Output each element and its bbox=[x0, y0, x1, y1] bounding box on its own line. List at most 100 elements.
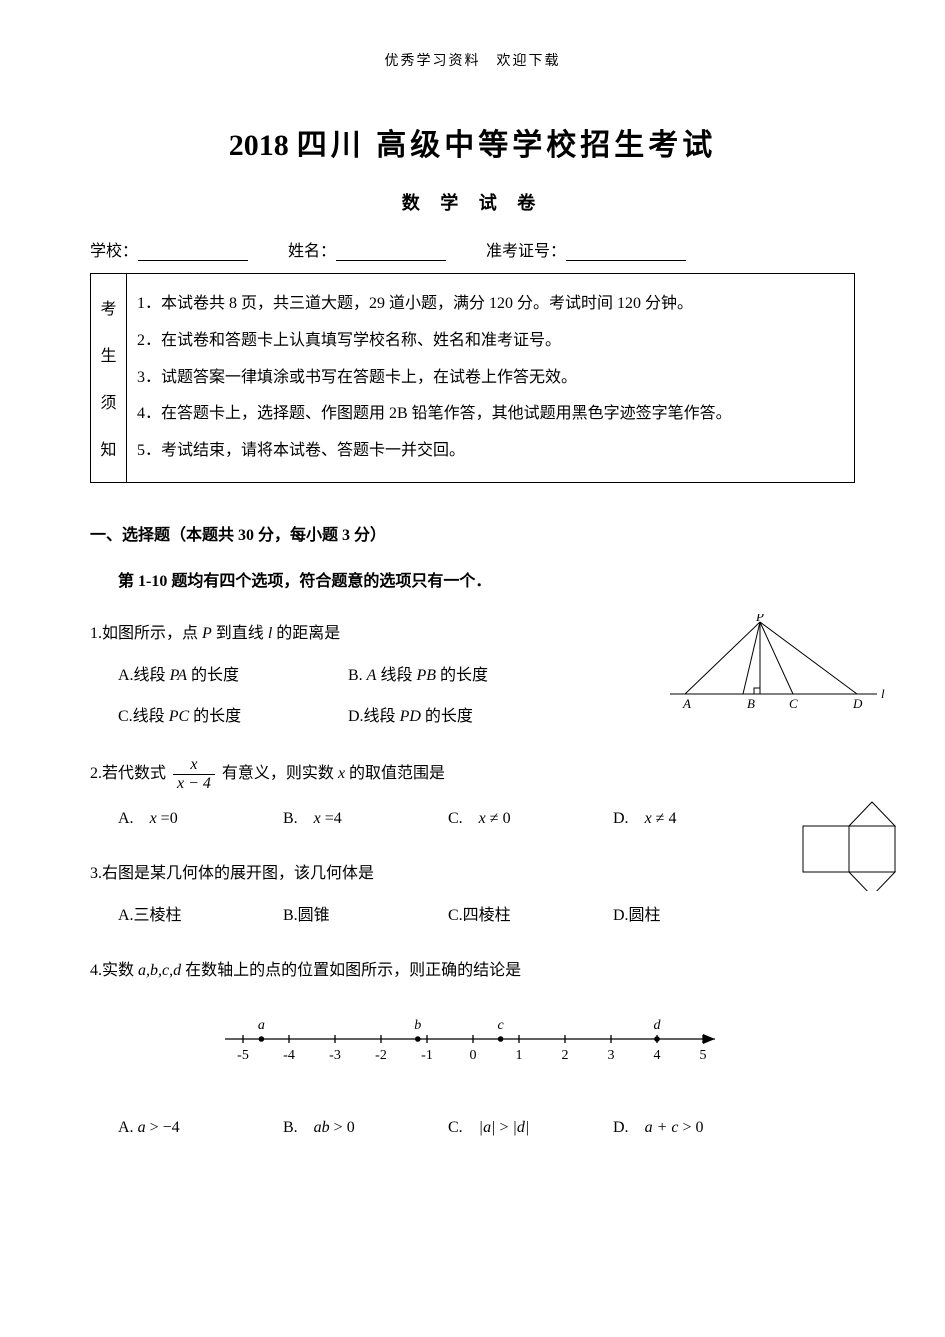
q3-optB: B.圆锥 bbox=[283, 901, 448, 931]
q4-text-a: 4.实数 bbox=[90, 962, 138, 979]
optB-mid: A bbox=[367, 667, 377, 684]
svg-text:-5: -5 bbox=[237, 1048, 249, 1063]
optD-end: 的长度 bbox=[421, 708, 473, 725]
section-1-note: 第 1-10 题均有四个选项，符合题意的选项只有一个． bbox=[118, 567, 855, 591]
q1-triangle-svg: P A B C D l bbox=[665, 614, 890, 714]
question-3-text: 3.右图是某几何体的展开图，该几何体是 bbox=[90, 859, 855, 889]
q3-optC: C.四棱柱 bbox=[448, 901, 613, 931]
optC-l: C. bbox=[448, 810, 479, 827]
q4-numberline: -5-4-3-2-1012345abcd bbox=[90, 1004, 855, 1085]
svg-text:2: 2 bbox=[561, 1048, 568, 1063]
q2-optA: A. x =0 bbox=[118, 804, 283, 834]
instruction-item: 4．在答题卡上，选择题、作图题用 2B 铅笔作答，其他试题用黑色字迹签字笔作答。 bbox=[137, 400, 844, 429]
q4-text-b: 在数轴上的点的位置如图所示，则正确的结论是 bbox=[181, 962, 521, 979]
id-blank bbox=[566, 243, 686, 261]
school-field: 学校： bbox=[90, 237, 248, 261]
id-field: 准考证号： bbox=[486, 237, 686, 261]
optC-mid: > bbox=[495, 1119, 512, 1136]
label-D: D bbox=[852, 696, 863, 711]
optA-v: a bbox=[138, 1119, 146, 1136]
q4-optD: D. a + c > 0 bbox=[613, 1113, 778, 1143]
svg-text:b: b bbox=[414, 1018, 421, 1033]
instruction-item: 3．试题答案一律填涂或书写在答题卡上，在试卷上作答无效。 bbox=[137, 364, 844, 393]
question-4: 4.实数 a,b,c,d 在数轴上的点的位置如图所示，则正确的结论是 -5 -4 -… bbox=[90, 956, 855, 1144]
school-label: 学校： bbox=[90, 237, 138, 261]
optB-PB: PB bbox=[416, 667, 436, 684]
svg-text:4: 4 bbox=[653, 1048, 660, 1063]
q2-text-c: 的取值范围是 bbox=[345, 765, 445, 782]
svg-text:c: c bbox=[497, 1018, 504, 1033]
instruction-label-char: 生 bbox=[100, 342, 116, 366]
optA-end: 的长度 bbox=[187, 667, 239, 684]
question-4-text: 4.实数 a,b,c,d 在数轴上的点的位置如图所示，则正确的结论是 bbox=[90, 956, 855, 986]
instruction-list: 1．本试卷共 8 页，共三道大题，29 道小题，满分 120 分。考试时间 12… bbox=[127, 274, 854, 482]
label-l: l bbox=[881, 686, 885, 701]
svg-text:d: d bbox=[653, 1018, 661, 1033]
q1-figure: P A B C D l bbox=[665, 614, 890, 725]
label-C: C bbox=[789, 696, 798, 711]
optB-r: > 0 bbox=[330, 1119, 355, 1136]
q3-optA: A.三棱柱 bbox=[118, 901, 283, 931]
name-blank bbox=[336, 243, 446, 261]
optD-l: D. bbox=[613, 1119, 645, 1136]
optB-l: B. bbox=[283, 1119, 314, 1136]
numberline-svg: -5-4-3-2-1012345abcd bbox=[213, 1004, 733, 1074]
q1-optA: A.线段 PA 的长度 bbox=[118, 661, 348, 691]
exam-subtitle: 数 学 试 卷 bbox=[90, 189, 855, 215]
optA-prefix: A.线段 bbox=[118, 667, 170, 684]
svg-text:-3: -3 bbox=[329, 1048, 341, 1063]
instruction-label-char: 知 bbox=[100, 436, 116, 460]
q4-optC: C. a > d bbox=[448, 1113, 613, 1143]
page-header-small: 优秀学习资料 欢迎下载 bbox=[90, 50, 855, 70]
optD-val: PD bbox=[400, 708, 421, 725]
optC-a: a bbox=[479, 1119, 496, 1136]
label-A: A bbox=[682, 696, 691, 711]
question-2: 2.若代数式 x x − 4 有意义，则实数 x 的取值范围是 A. x =0 … bbox=[90, 756, 855, 835]
svg-text:0: 0 bbox=[469, 1048, 476, 1063]
q1-P: P bbox=[202, 625, 212, 642]
svg-text:3: 3 bbox=[607, 1048, 614, 1063]
q1-text-c: 的距离是 bbox=[272, 625, 340, 642]
q1-text-b: 到直线 bbox=[212, 625, 268, 642]
q2-text-a: 2.若代数式 bbox=[90, 765, 170, 782]
optB-val: 线段 bbox=[376, 667, 416, 684]
q2-optB: B. x =4 bbox=[283, 804, 448, 834]
instruction-label-col: 考 生 须 知 bbox=[91, 274, 127, 482]
title-rest: 四川 高级中等学校招生考试 bbox=[297, 129, 717, 162]
optA-l: A. bbox=[118, 810, 150, 827]
q2-optC: C. x ≠ 0 bbox=[448, 804, 613, 834]
instruction-label-char: 考 bbox=[100, 295, 116, 319]
q4-options: A. a > −4 B. ab > 0 C. a > d D. a + c > … bbox=[118, 1113, 855, 1143]
svg-text:1: 1 bbox=[515, 1048, 522, 1063]
optB-prefix: B. bbox=[348, 667, 367, 684]
q1-text-a: 1.如图所示，点 bbox=[90, 625, 202, 642]
label-P: P bbox=[755, 614, 764, 624]
optB-l: B. bbox=[283, 810, 314, 827]
optB-v: ab bbox=[314, 1119, 330, 1136]
question-1: 1.如图所示，点 P 到直线 l 的距离是 P A B C D l A.线段 P… bbox=[90, 619, 855, 732]
svg-text:-2: -2 bbox=[375, 1048, 387, 1063]
optC-end: 的长度 bbox=[189, 708, 241, 725]
q2-options: A. x =0 B. x =4 C. x ≠ 0 D. x ≠ 4 bbox=[118, 804, 855, 834]
q2-x: x bbox=[338, 765, 345, 782]
optD-r: ≠ 4 bbox=[652, 810, 677, 827]
optB-v: x bbox=[314, 810, 321, 827]
optC-val: PC bbox=[169, 708, 189, 725]
q4-optA: A. a > −4 bbox=[118, 1113, 283, 1143]
q2-frac-num: x bbox=[173, 756, 215, 775]
optA-r: > −4 bbox=[146, 1119, 180, 1136]
instruction-item: 1．本试卷共 8 页，共三道大题，29 道小题，满分 120 分。考试时间 12… bbox=[137, 290, 844, 319]
exam-title: 2018四川 高级中等学校招生考试 bbox=[90, 120, 855, 164]
q1-optC: C.线段 PC 的长度 bbox=[118, 702, 348, 732]
name-label: 姓名： bbox=[288, 237, 336, 261]
optB-end: 的长度 bbox=[436, 667, 488, 684]
question-3: 3.右图是某几何体的展开图，该几何体是 A.三棱柱 B.圆锥 C.四棱柱 D.圆… bbox=[90, 859, 855, 932]
svg-text:-4: -4 bbox=[283, 1048, 295, 1063]
optC-prefix: C.线段 bbox=[118, 708, 169, 725]
optC-v: x bbox=[479, 810, 486, 827]
q4-vars: a,b,c,d bbox=[138, 962, 181, 979]
optD-v: x bbox=[645, 810, 652, 827]
optA-val: PA bbox=[170, 667, 187, 684]
instruction-label-char: 须 bbox=[100, 389, 116, 413]
id-label: 准考证号： bbox=[486, 237, 566, 261]
